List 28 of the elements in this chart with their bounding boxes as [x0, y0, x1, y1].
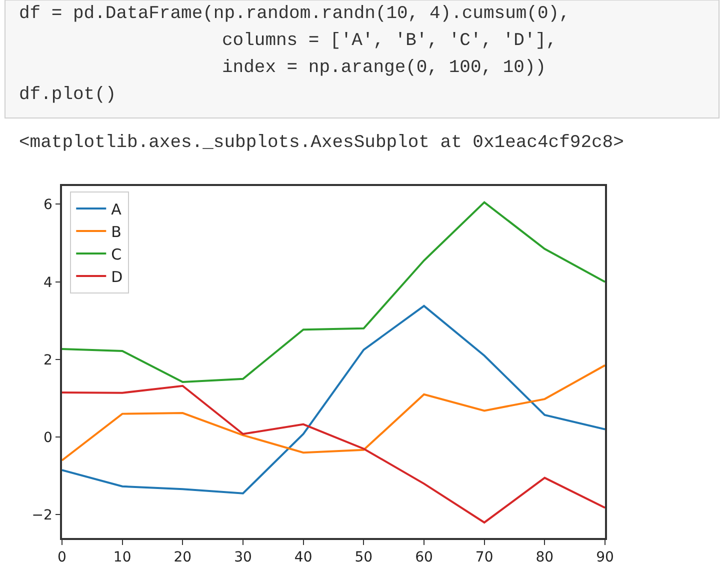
text: <matplotlib.axes._subplots.AxesSubplot at 0x1eac4cf92c8>: [19, 133, 624, 153]
y-tick-label: 2: [44, 352, 52, 368]
legend-label: C: [111, 245, 122, 264]
x-tick-label: 0: [58, 550, 66, 566]
x-tick-label: 50: [354, 550, 373, 566]
x-tick-label: 20: [174, 550, 192, 566]
line-series: [62, 304, 605, 494]
y-tick-label: −2: [32, 508, 52, 524]
text: df.plot(): [19, 85, 116, 105]
x-tick-label: 80: [536, 550, 554, 566]
legend-label: B: [111, 222, 122, 241]
line-series: [62, 384, 605, 524]
y-tick-label: 6: [44, 197, 53, 214]
y-tick-label: 0: [44, 430, 52, 446]
x-tick-label: 30: [234, 550, 252, 566]
x-tick-label: 90: [596, 550, 614, 566]
legend-label: A: [111, 200, 122, 218]
text: df = pd.DataFrame(np.random.randn(10, 4).cumsum(0),: [19, 4, 570, 24]
x-tick-label: 60: [415, 550, 433, 566]
legend-label: D: [111, 268, 123, 286]
line-series: [62, 201, 605, 383]
line-series: [62, 364, 605, 462]
text: columns = ['A', 'B', 'C', 'D'],: [222, 31, 557, 51]
text: index = np.arange(0, 100, 10)): [222, 58, 546, 78]
y-tick-label: 4: [44, 274, 53, 291]
x-tick-label: 10: [113, 550, 132, 566]
x-tick-label: 40: [294, 550, 312, 566]
x-tick-label: 70: [475, 550, 494, 566]
